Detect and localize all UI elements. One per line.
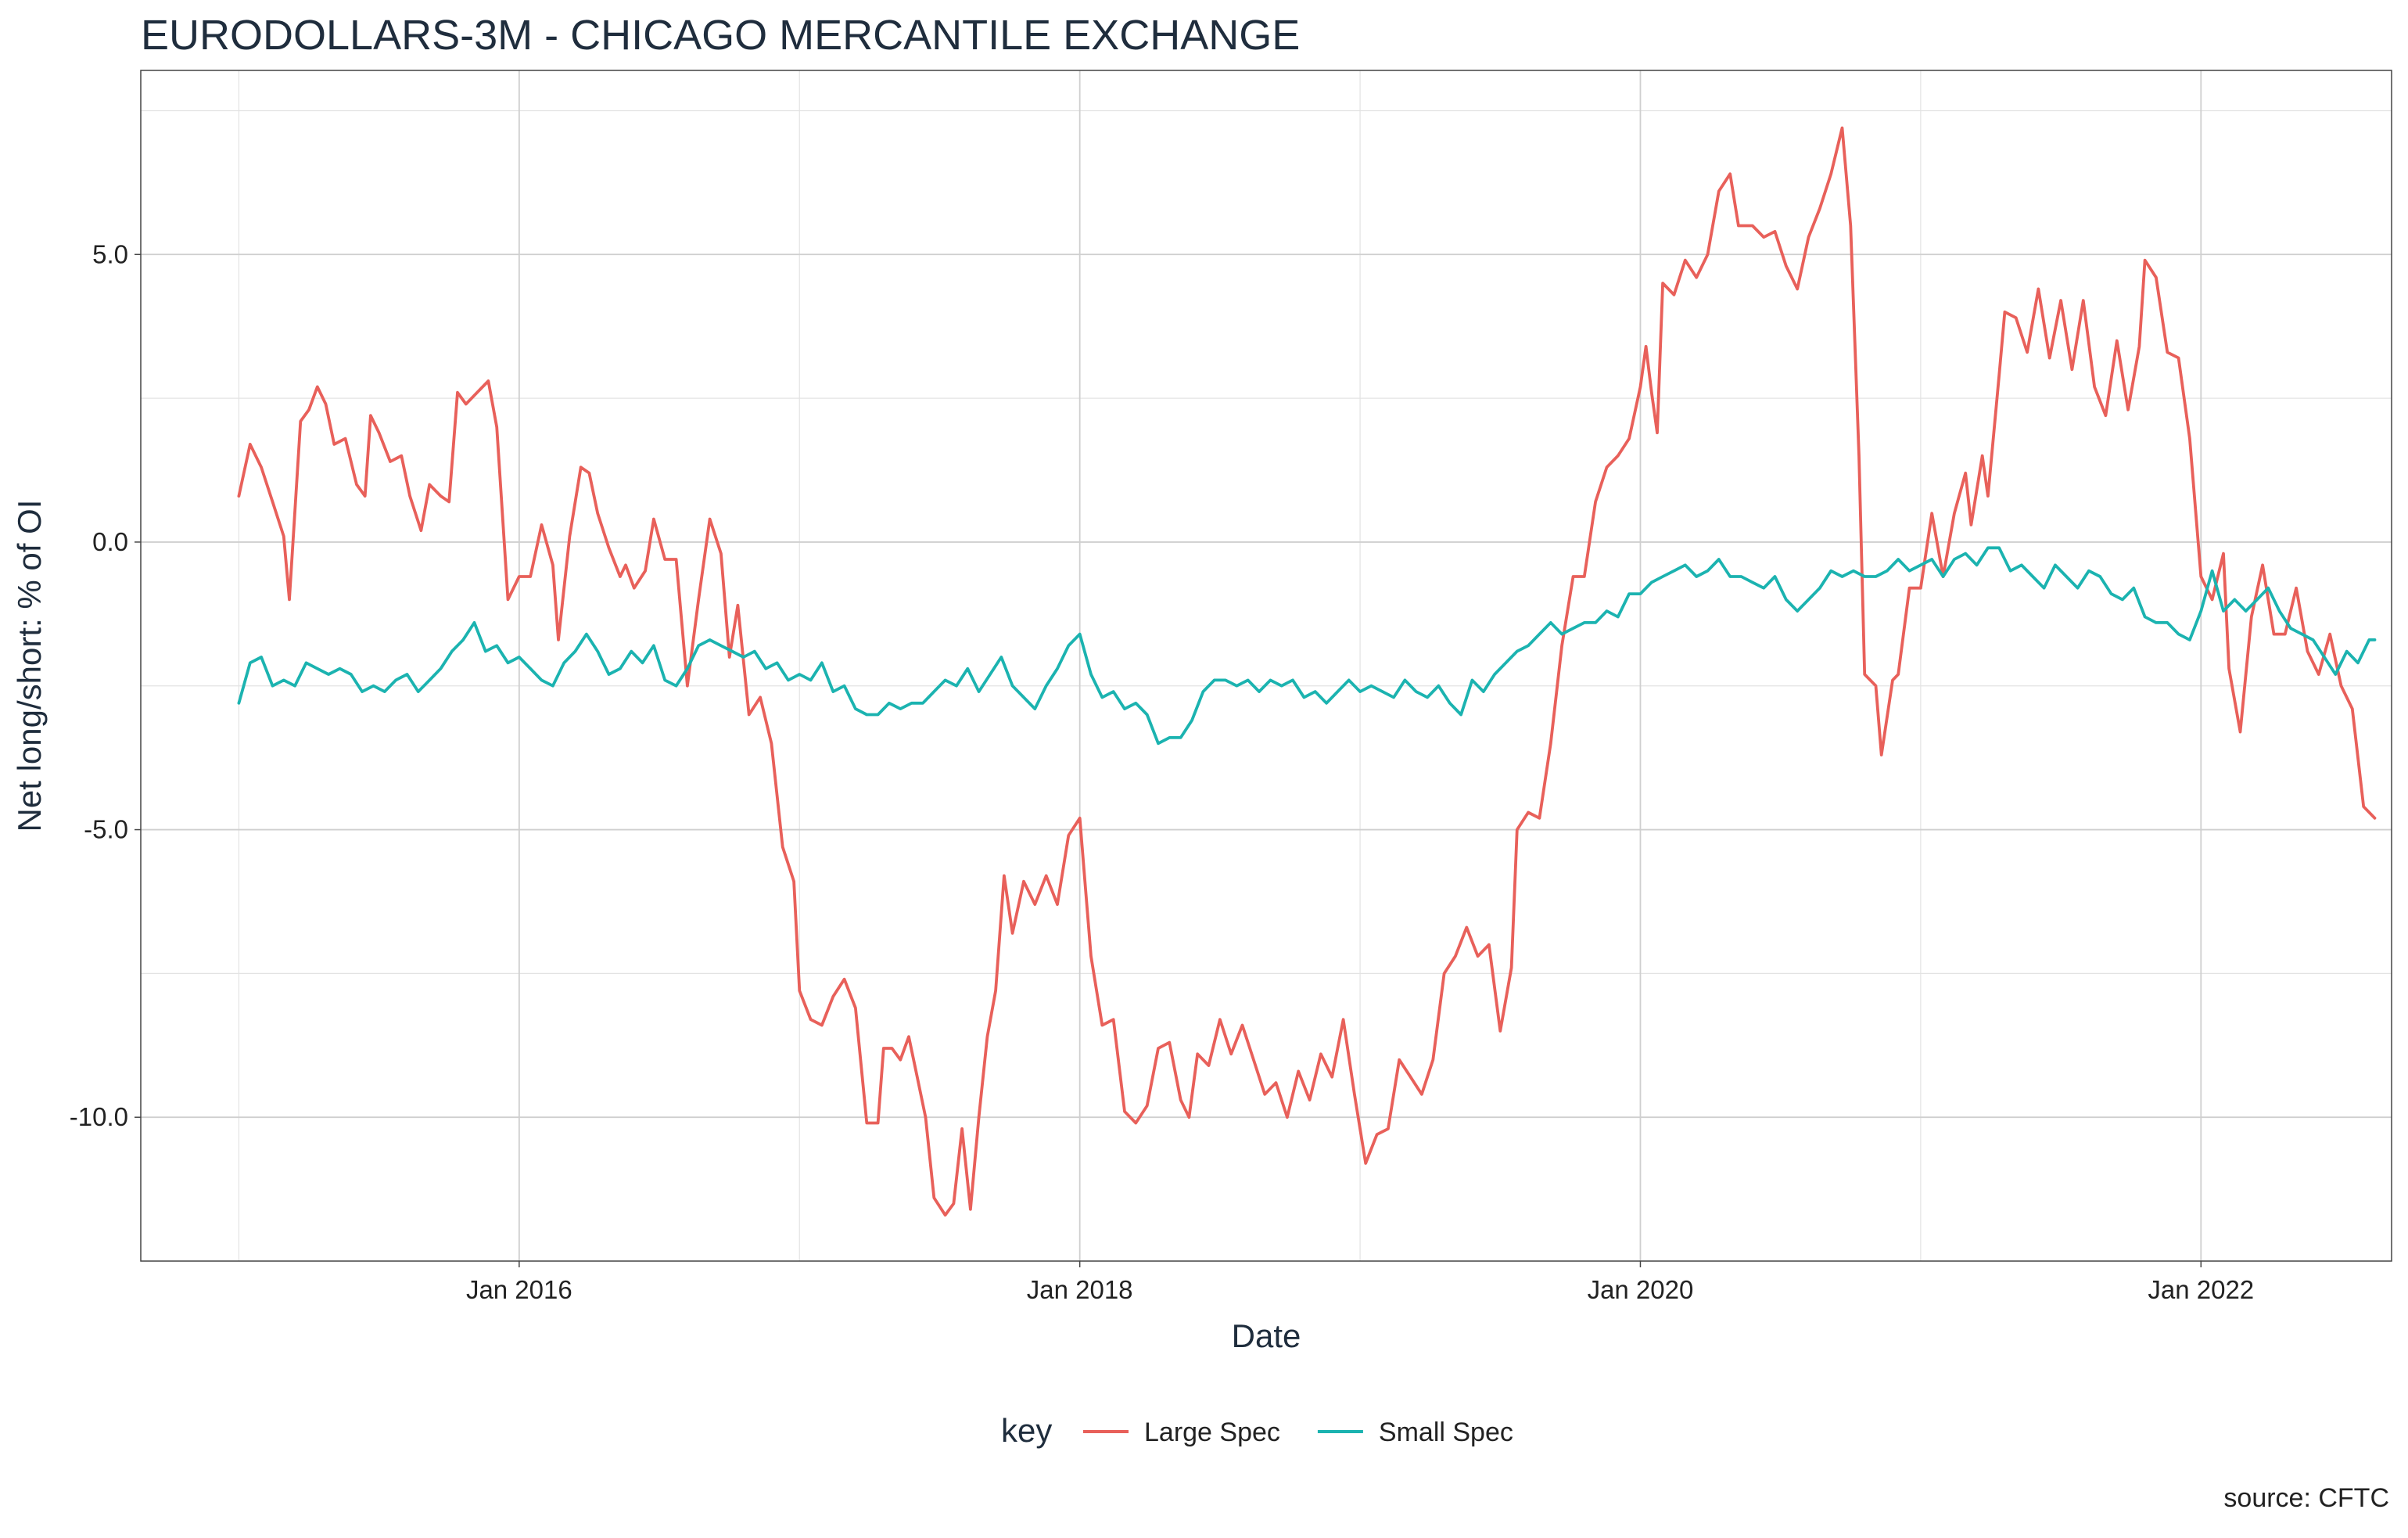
plot-panel-border bbox=[140, 70, 2392, 1262]
x-axis-ticks: Jan 2016 Jan 2018 Jan 2020 Jan 2022 bbox=[466, 1261, 2254, 1304]
y-axis-title: Net long/short: % of OI bbox=[11, 500, 48, 832]
y-tick-label: -5.0 bbox=[84, 815, 128, 844]
legend: key Large Spec Small Spec bbox=[1001, 1412, 1513, 1449]
series-layer bbox=[237, 126, 2377, 1217]
y-tick-label: 0.0 bbox=[92, 527, 128, 556]
y-tick-label: 5.0 bbox=[92, 239, 128, 268]
legend-items: Large Spec Small Spec bbox=[1083, 1418, 1513, 1447]
grid bbox=[141, 70, 2392, 1261]
legend-label: Large Spec bbox=[1144, 1418, 1280, 1447]
series-line-large-spec bbox=[237, 126, 2377, 1217]
x-tick-label: Jan 2018 bbox=[1027, 1275, 1133, 1304]
legend-label: Small Spec bbox=[1379, 1418, 1513, 1447]
x-tick-label: Jan 2016 bbox=[466, 1275, 572, 1304]
chart-title: EURODOLLARS-3M - CHICAGO MERCANTILE EXCH… bbox=[141, 12, 1301, 59]
legend-title: key bbox=[1001, 1412, 1052, 1449]
x-axis-title: Date bbox=[1232, 1317, 1301, 1354]
y-axis-ticks: 5.0 0.0 -5.0 -10.0 bbox=[70, 239, 141, 1131]
x-tick-label: Jan 2022 bbox=[2148, 1275, 2254, 1304]
x-tick-label: Jan 2020 bbox=[1588, 1275, 1694, 1304]
source-note: source: CFTC bbox=[2223, 1483, 2389, 1513]
y-tick-label: -10.0 bbox=[70, 1102, 128, 1131]
series-line-small-spec bbox=[237, 546, 2377, 746]
